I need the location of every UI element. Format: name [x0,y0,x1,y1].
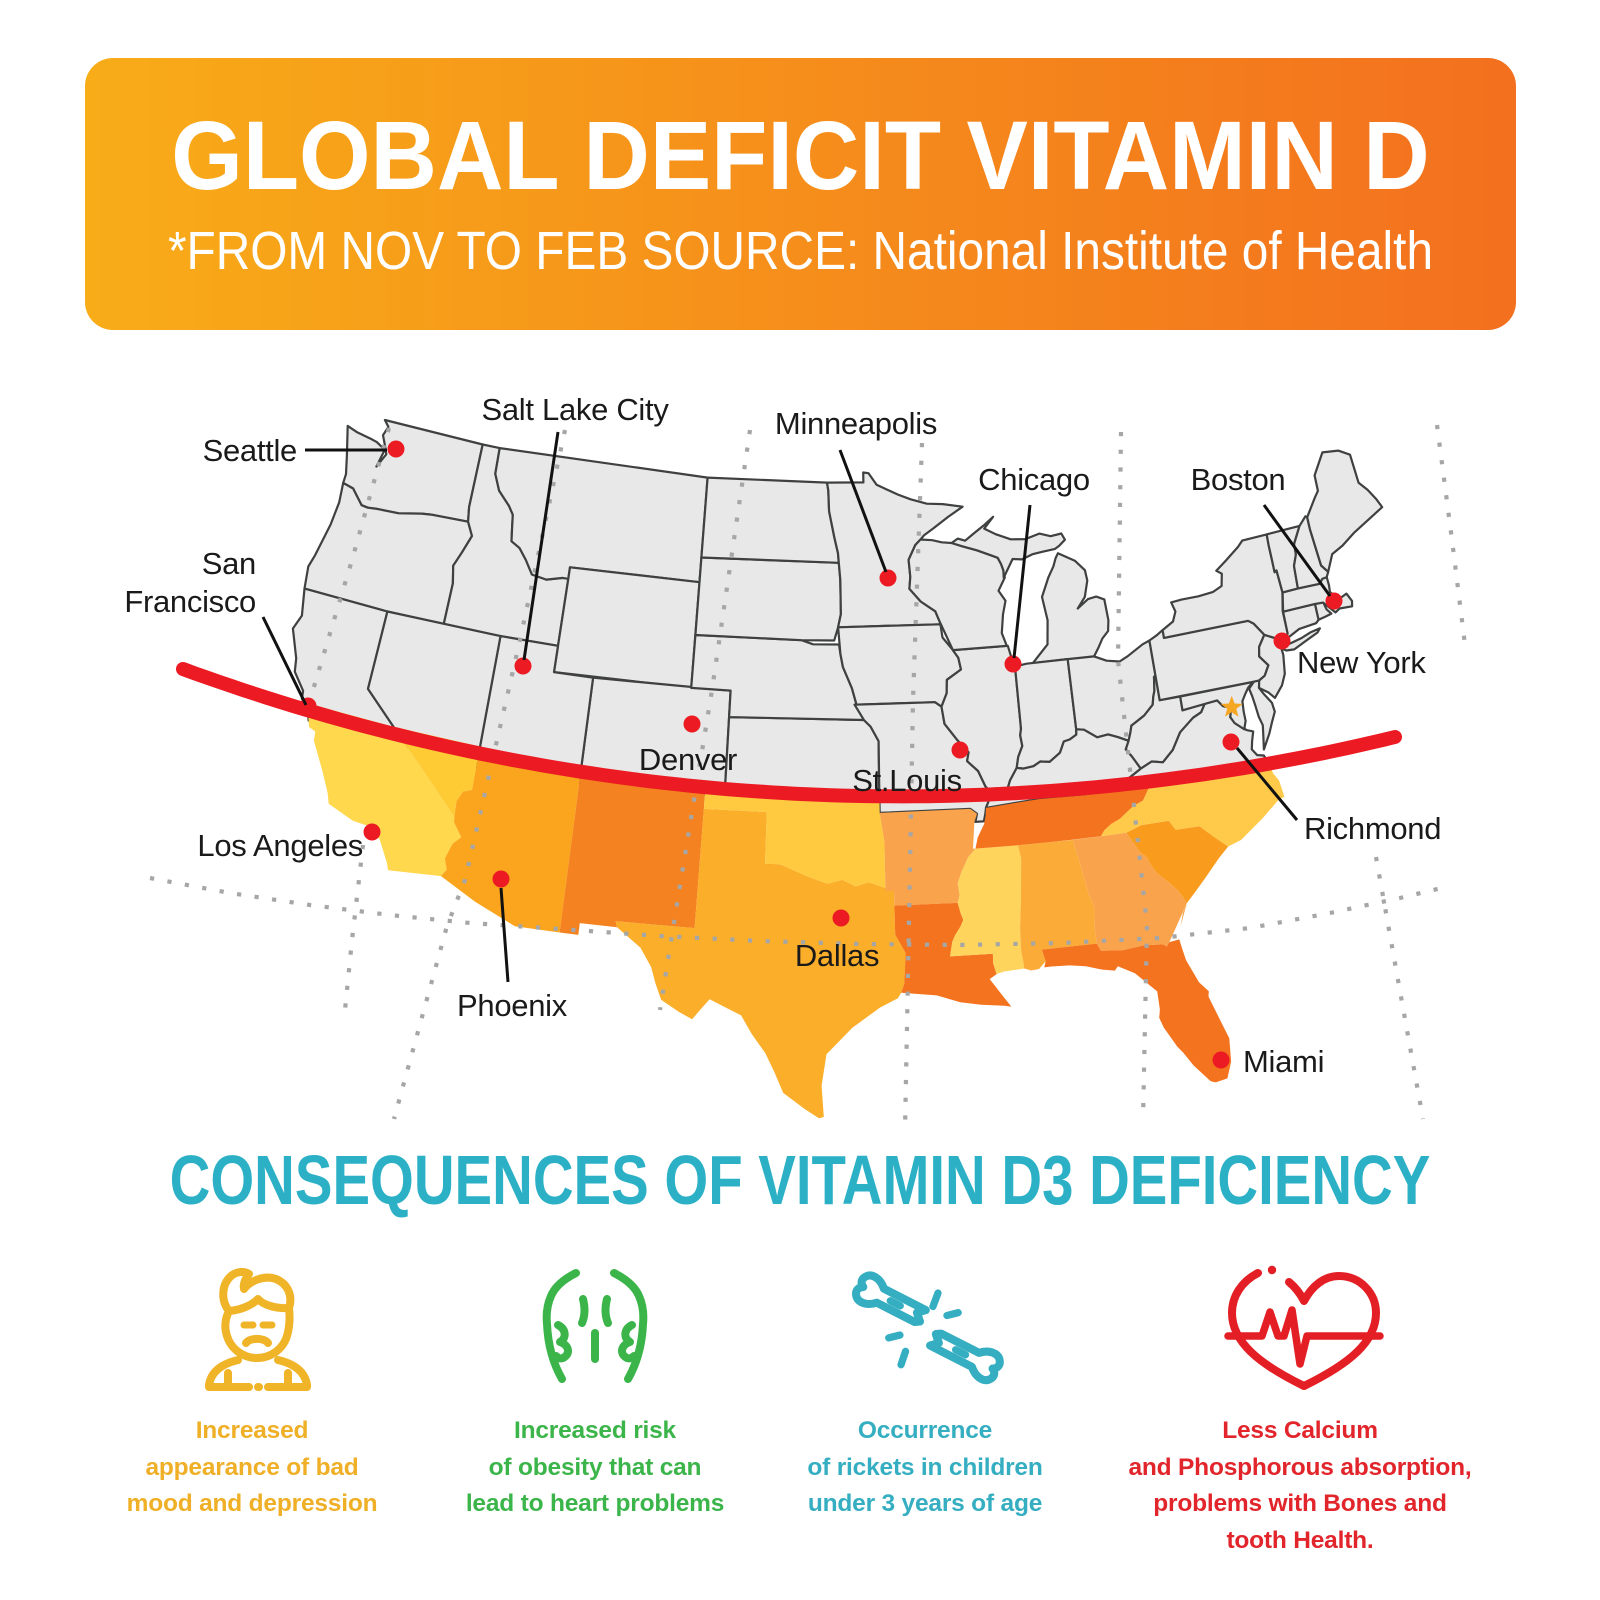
svg-text:Los Angeles: Los Angeles [197,828,363,863]
svg-text:New York: New York [1297,645,1426,680]
svg-text:Denver: Denver [639,742,737,777]
svg-text:Boston: Boston [1191,462,1286,497]
svg-text:Francisco: Francisco [124,584,256,619]
svg-text:Minneapolis: Minneapolis [775,406,937,441]
svg-text:Seattle: Seattle [203,433,297,468]
svg-text:Dallas: Dallas [795,938,879,973]
svg-text:Phoenix: Phoenix [457,988,568,1023]
svg-text:Miami: Miami [1243,1044,1324,1079]
svg-text:St.Louis: St.Louis [852,763,962,798]
svg-text:Richmond: Richmond [1304,811,1441,846]
svg-text:Salt Lake City: Salt Lake City [481,392,669,427]
svg-text:Chicago: Chicago [978,462,1090,497]
svg-text:San: San [202,546,256,581]
